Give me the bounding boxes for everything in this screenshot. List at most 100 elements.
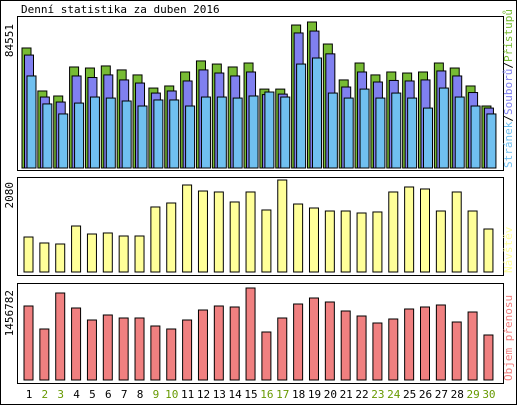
x-tick-label: 29 [466,388,479,401]
bar [232,97,243,169]
x-tick-label: 26 [419,388,432,401]
bar [359,88,370,169]
bar [280,96,291,169]
x-tick-label: 6 [105,388,112,401]
bar [324,301,335,381]
bar [467,210,478,273]
bar [118,317,129,381]
bar [166,202,177,273]
bar [166,328,177,381]
bar [55,292,66,381]
bar [264,91,275,169]
bar [245,191,256,273]
bar [340,210,351,273]
bar [261,331,272,381]
x-tick-label: 24 [387,388,401,401]
x-tick-label: 12 [197,388,210,401]
bar [340,310,351,381]
bar [311,57,322,169]
bar [404,186,415,273]
bar [375,97,386,169]
bar [277,179,288,273]
legend-entry: Stránek [502,121,515,168]
bar [153,99,164,169]
bar [121,100,132,169]
bar [182,319,193,381]
bar [105,97,116,169]
bar [169,99,180,169]
x-tick-label: 30 [482,388,495,401]
bar [134,235,145,273]
x-tick-label: 10 [165,388,178,401]
bar [248,95,259,169]
bar [137,105,148,169]
legend-separator: / [502,115,515,122]
x-tick-label: 28 [451,388,464,401]
bar [42,103,53,169]
bar [296,63,307,169]
bar [451,321,462,381]
legend-separator: / [502,62,515,69]
bar [182,184,193,273]
x-tick-label: 4 [73,388,80,401]
bar [343,97,354,169]
bar [197,190,208,273]
x-tick-label: 9 [153,388,160,401]
bar [26,75,37,169]
y-tick-label: 2080 [3,182,16,209]
bar [55,243,66,273]
legend: Stránek/Souborů/Přístupů [502,9,515,168]
panel-frame [17,177,504,276]
y-tick-label: 84551 [3,24,16,57]
bar [483,228,494,273]
x-tick-label: 18 [292,388,305,401]
bar [438,87,449,169]
bar [486,113,497,169]
bar [435,304,446,381]
legend-entry: Objem přenosu [502,295,515,381]
x-tick-label: 16 [260,388,273,401]
bar [372,211,383,273]
bar [71,225,82,273]
bar [89,96,100,169]
bar [197,309,208,381]
bar [308,297,319,381]
bar [39,242,50,273]
bar [451,191,462,273]
bar [420,306,430,381]
x-tick-label: 7 [121,388,128,401]
x-tick-label: 25 [403,388,416,401]
bar [102,232,113,273]
bar [213,305,224,381]
bar [420,188,430,273]
bar [185,105,196,169]
bar [372,322,383,381]
legend: Návštěv [502,226,515,273]
x-tick-label: 14 [229,388,243,401]
bar [470,105,481,169]
x-tick-label: 15 [244,388,257,401]
x-tick-label: 5 [89,388,96,401]
legend-entry: Souborů [502,69,515,115]
bar [404,308,415,381]
bar [245,287,256,381]
bar [435,210,446,273]
x-tick-label: 2 [42,388,49,401]
bar [23,305,34,381]
chart-title: Denní statistika za duben 2016 [21,3,220,16]
x-tick-label: 3 [57,388,64,401]
x-tick-label: 22 [355,388,368,401]
bar [388,191,399,273]
x-tick-label: 23 [371,388,384,401]
bar [86,233,97,273]
bar [454,96,465,169]
bar [74,102,85,169]
bar [200,96,211,169]
bar [423,107,433,169]
y-tick-label: 1456782 [3,290,16,336]
bar [216,96,227,169]
bar [213,191,224,273]
bar [277,317,288,381]
x-tick-label: 19 [308,388,321,401]
